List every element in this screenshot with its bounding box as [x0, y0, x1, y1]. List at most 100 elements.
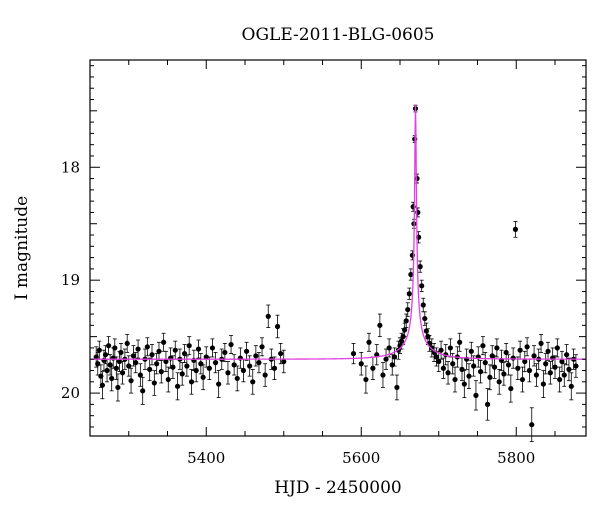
- data-point: [278, 350, 284, 357]
- data-point: [140, 388, 146, 394]
- y-tick-label: 20: [61, 384, 80, 402]
- x-tick-label: 5600: [342, 449, 380, 467]
- data-point: [457, 339, 463, 345]
- x-axis-label: HJD - 2450000: [274, 478, 402, 498]
- data-point: [101, 357, 107, 363]
- data-point: [174, 383, 181, 389]
- data-point: [519, 376, 526, 383]
- model-curve: [90, 105, 586, 360]
- data-point: [93, 354, 99, 360]
- data-point: [380, 372, 386, 378]
- data-point: [459, 366, 465, 372]
- data-point: [165, 376, 171, 383]
- data-point: [402, 327, 408, 333]
- data-point: [550, 355, 556, 361]
- data-point: [350, 350, 357, 357]
- data-point: [106, 343, 112, 349]
- data-point: [130, 353, 136, 359]
- data-point: [480, 343, 486, 349]
- data-point: [573, 363, 579, 369]
- data-point: [557, 376, 563, 383]
- data-point: [436, 358, 442, 365]
- data-point: [447, 345, 453, 351]
- data-point: [240, 367, 247, 374]
- data-point: [250, 379, 256, 385]
- data-point: [212, 360, 219, 366]
- data-point: [228, 341, 234, 348]
- data-point: [545, 348, 551, 354]
- data-point: [234, 375, 240, 382]
- data-point: [405, 306, 411, 313]
- data-point: [231, 362, 237, 368]
- data-point: [422, 315, 428, 322]
- data-point: [398, 338, 405, 344]
- data-point: [193, 367, 199, 374]
- data-point: [515, 365, 521, 371]
- data-point: [473, 392, 479, 398]
- data-point: [243, 348, 250, 354]
- chart-title: OGLE-2011-BLG-0605: [242, 25, 435, 45]
- data-point: [478, 369, 484, 375]
- data-point: [370, 365, 376, 371]
- data-point: [99, 382, 105, 388]
- data-point: [552, 364, 558, 370]
- data-point: [172, 347, 178, 353]
- data-point: [501, 371, 507, 377]
- data-point: [96, 347, 102, 353]
- data-point: [107, 362, 113, 368]
- data-point: [494, 345, 500, 351]
- data-point: [433, 354, 440, 360]
- data-point: [559, 358, 565, 365]
- data-point: [419, 283, 425, 289]
- data-point: [186, 343, 192, 349]
- data-point: [200, 374, 206, 380]
- data-point: [383, 356, 389, 362]
- data-point: [170, 364, 176, 370]
- x-tick-label: 5400: [187, 449, 225, 467]
- data-point: [237, 355, 243, 361]
- data-point: [133, 360, 139, 366]
- data-point: [554, 345, 560, 351]
- data-point: [209, 345, 216, 351]
- data-point: [206, 365, 212, 371]
- data-point: [394, 384, 400, 391]
- data-point: [137, 372, 143, 378]
- data-point: [406, 291, 412, 297]
- data-point: [188, 379, 195, 385]
- data-point: [471, 363, 477, 369]
- data-point: [115, 384, 121, 391]
- data-point: [417, 264, 423, 270]
- data-point: [109, 375, 115, 382]
- data-point: [540, 381, 546, 387]
- data-point: [496, 379, 502, 385]
- data-point: [408, 271, 414, 278]
- data-point: [420, 302, 426, 308]
- data-point: [253, 353, 259, 359]
- data-point: [538, 340, 544, 347]
- point-layer: [93, 105, 579, 428]
- data-point: [526, 367, 533, 374]
- data-point: [468, 348, 474, 354]
- data-point: [113, 365, 119, 371]
- data-point: [522, 358, 528, 365]
- data-point: [358, 361, 364, 367]
- errorbar-layer: [94, 104, 578, 443]
- data-point: [531, 353, 537, 359]
- data-point: [128, 378, 134, 384]
- data-point: [389, 362, 395, 368]
- data-point: [425, 334, 431, 340]
- data-point: [222, 349, 228, 356]
- data-point: [440, 365, 446, 371]
- data-point: [265, 313, 271, 319]
- y-axis-label: I magnitude: [12, 196, 32, 300]
- data-point: [517, 347, 523, 353]
- data-point: [262, 372, 268, 378]
- data-point: [168, 355, 174, 361]
- data-point: [391, 354, 398, 360]
- data-point: [225, 370, 231, 376]
- data-point: [116, 358, 123, 365]
- data-point: [274, 323, 281, 330]
- data-point: [484, 401, 491, 407]
- data-point: [126, 363, 132, 369]
